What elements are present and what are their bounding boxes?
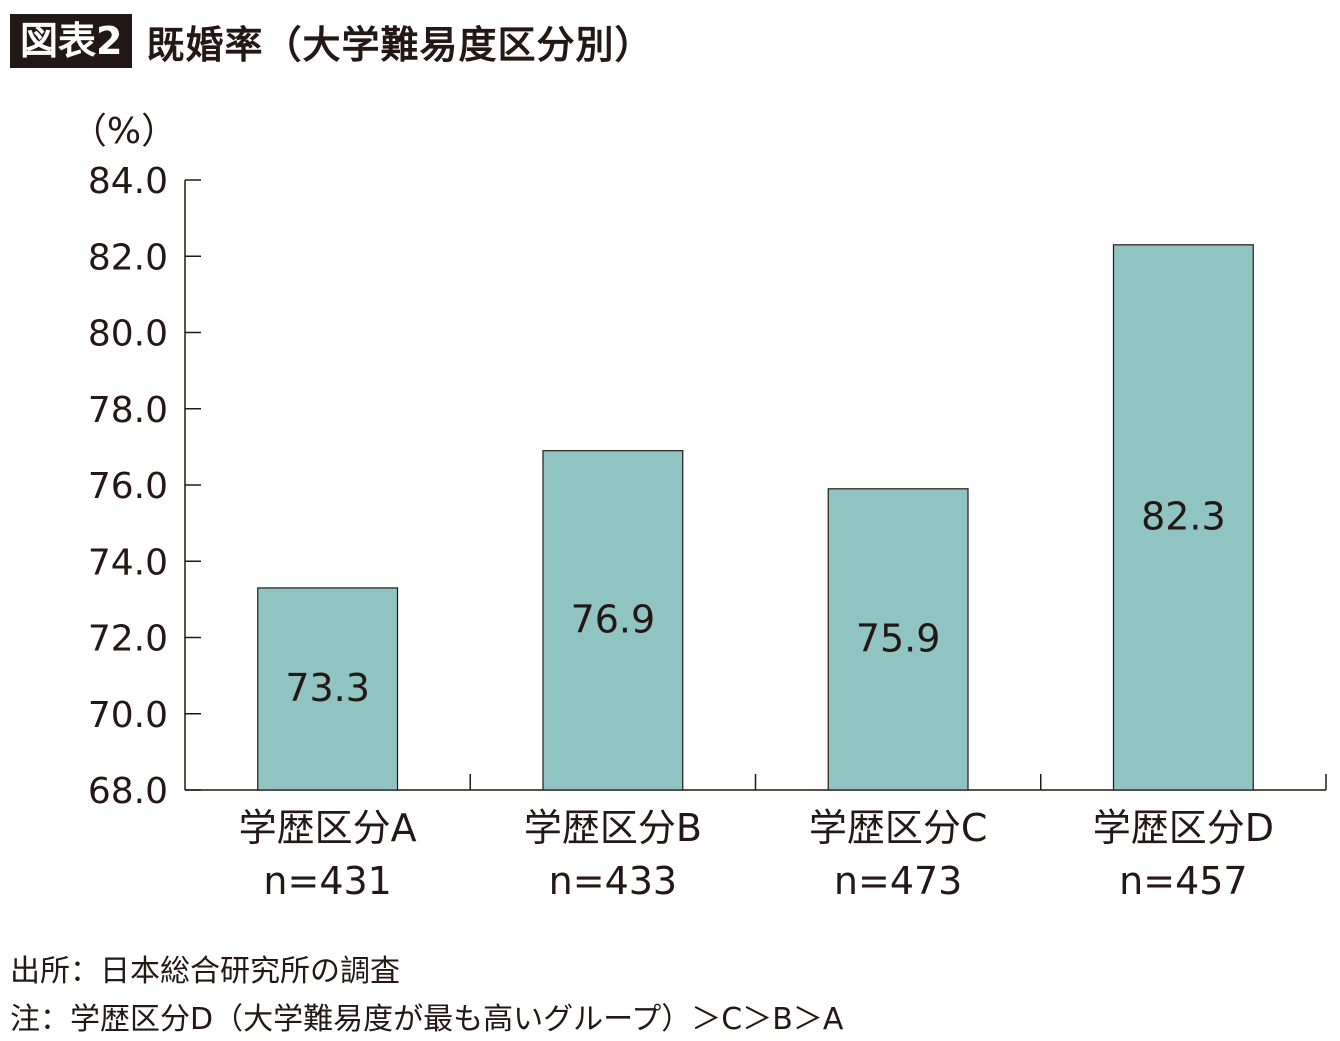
chart-title: 既婚率（大学難易度区分別） [146,22,654,67]
figure-number-badge: 図表2 [10,14,133,68]
sample-size-label: n=473 [834,859,962,903]
y-tick-label: 76.0 [88,466,168,507]
y-tick-label: 82.0 [88,237,168,278]
data-label: 75.9 [856,616,941,660]
figure-header: 図表2 既婚率（大学難易度区分別） [10,14,653,68]
sample-size-label: n=433 [549,859,677,903]
y-tick-label: 74.0 [88,542,168,583]
data-label: 76.9 [571,597,656,641]
sample-size-label: n=457 [1119,859,1247,903]
y-axis: 68.0 70.0 72.0 74.0 76.0 78.0 80.0 82.0 84.0 [88,161,201,812]
bar-chart: （%） 68.0 70.0 72.0 74.0 76.0 78.0 80.0 82.0 84.0… [71,111,1327,903]
bar-3 [827,488,969,791]
footnote: 注：学歴区分D（大学難易度が最も高いグループ）＞C＞B＞A [10,1002,844,1037]
x-category-label: 学歴区分A [239,806,417,850]
source-note: 出所：日本総合研究所の調査 [10,954,400,989]
data-label: 82.3 [1141,494,1226,538]
x-tick-labels: 学歴区分A n=431 学歴区分B n=433 学歴区分C n=473 学歴区分D n=457 [239,806,1274,903]
data-label: 73.3 [285,666,370,710]
y-tick-label: 72.0 [88,619,168,660]
x-category-label: 学歴区分C [809,806,988,850]
bar-4 [1112,244,1254,791]
x-category-label: 学歴区分B [524,806,702,850]
y-tick-label: 78.0 [88,390,168,431]
y-tick-label: 68.0 [88,771,168,812]
bar-2 [542,450,684,791]
bars-group: 73.3 76.9 75.9 82.3 [257,244,1254,791]
bar-1 [257,587,399,791]
y-axis-unit-label: （%） [71,111,177,152]
x-category-label: 学歴区分D [1093,806,1274,850]
y-tick-label: 84.0 [88,161,168,202]
y-tick-label: 80.0 [88,314,168,355]
sample-size-label: n=431 [263,859,391,903]
y-tick-label: 70.0 [88,695,168,736]
